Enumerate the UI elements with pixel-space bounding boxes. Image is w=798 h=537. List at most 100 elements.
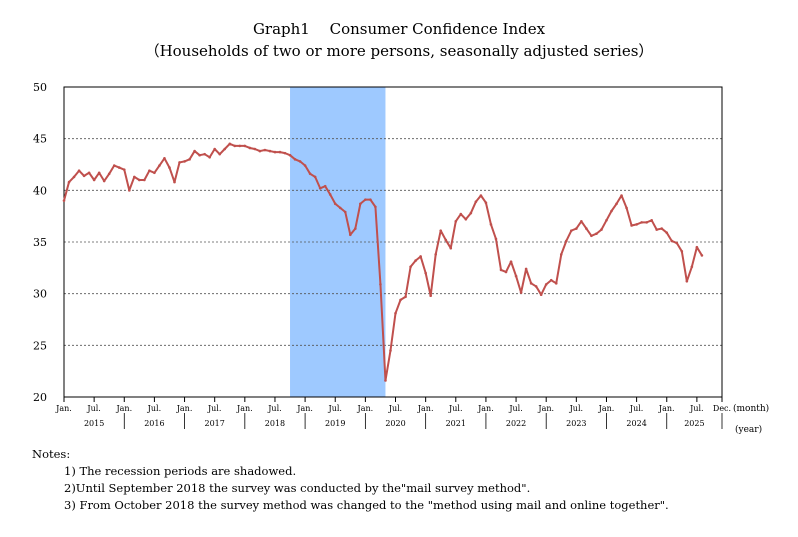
data-point	[549, 278, 553, 282]
data-point	[213, 147, 216, 151]
data-point	[374, 205, 377, 209]
note-2: 2)Until September 2018 the survey was co…	[64, 481, 531, 495]
data-point	[82, 174, 86, 178]
month-tick-label: Jul.	[569, 404, 583, 413]
data-point	[700, 254, 704, 257]
y-tick-label: 50	[33, 81, 47, 94]
data-point	[439, 229, 443, 232]
data-point	[514, 274, 518, 278]
year-label: 2021	[446, 419, 466, 428]
data-point	[504, 270, 508, 274]
data-point	[333, 202, 337, 206]
data-point	[464, 217, 468, 221]
data-point	[539, 293, 543, 297]
data-point	[615, 202, 618, 206]
data-point	[635, 223, 638, 226]
note-1: 1) The recession periods are shadowed.	[64, 464, 297, 478]
data-point	[318, 186, 322, 190]
y-tick-label: 25	[33, 339, 47, 352]
month-tick-label: Jan.	[296, 404, 313, 413]
month-tick-label: Jan.	[537, 404, 554, 413]
data-point	[62, 199, 66, 202]
year-label: 2016	[144, 419, 164, 428]
data-point	[298, 160, 302, 163]
data-point	[223, 147, 227, 151]
year-label: 2023	[566, 419, 586, 428]
month-tick-label: Jul.	[388, 404, 402, 413]
data-point	[695, 245, 699, 249]
data-point	[665, 231, 669, 234]
data-point	[148, 169, 151, 172]
data-point	[127, 189, 131, 192]
data-point	[243, 144, 247, 148]
data-point	[193, 149, 196, 153]
data-point	[349, 233, 352, 237]
data-point	[303, 164, 307, 167]
data-point	[273, 150, 277, 154]
data-point	[323, 184, 327, 188]
data-point	[605, 219, 608, 222]
data-point	[283, 151, 287, 155]
data-point	[620, 194, 623, 197]
data-point	[143, 178, 146, 182]
data-point	[529, 282, 533, 285]
data-point	[102, 179, 106, 183]
data-point	[554, 282, 558, 285]
data-point	[198, 153, 201, 157]
data-point	[625, 206, 628, 210]
data-point	[258, 149, 262, 153]
data-point	[183, 160, 186, 163]
data-point	[122, 168, 126, 171]
data-point	[409, 265, 412, 269]
month-tick-label: Jan.	[417, 404, 434, 413]
data-point	[288, 153, 292, 157]
data-point	[293, 158, 297, 161]
data-point	[92, 178, 96, 182]
y-tick-label: 40	[33, 184, 47, 197]
month-tick-label: Jan.	[477, 404, 494, 413]
data-point	[414, 259, 417, 262]
month-tick-label: Jan.	[658, 404, 675, 413]
data-point	[389, 349, 392, 352]
notes-heading: Notes:	[32, 447, 71, 461]
data-point	[519, 291, 523, 294]
data-point	[72, 175, 76, 179]
data-point	[313, 175, 317, 179]
y-tick-label: 45	[33, 133, 47, 146]
month-tick-label: Jul.	[448, 404, 462, 413]
data-point	[359, 202, 362, 206]
data-point	[524, 267, 528, 271]
data-point	[163, 157, 166, 160]
month-tick-label: Jul.	[689, 404, 703, 413]
month-tick-label: Jul.	[508, 404, 522, 413]
data-point	[253, 147, 257, 151]
data-point	[595, 232, 598, 236]
data-point	[263, 148, 267, 152]
data-point	[354, 227, 357, 230]
data-point	[645, 221, 648, 224]
year-label: 2022	[506, 419, 526, 428]
data-point	[278, 150, 282, 154]
data-point	[630, 224, 633, 227]
data-point	[559, 253, 563, 256]
data-point	[564, 239, 568, 243]
year-label: 2017	[205, 419, 225, 428]
month-tick-label: Jan.	[357, 404, 374, 413]
month-tick-label: Jul.	[328, 404, 342, 413]
data-point	[585, 227, 588, 230]
data-point	[640, 221, 643, 224]
data-point	[107, 172, 111, 176]
data-point	[419, 255, 422, 258]
data-point	[384, 379, 387, 382]
data-point	[338, 206, 342, 210]
data-point	[685, 279, 689, 283]
data-point	[87, 171, 91, 175]
year-label: 2024	[626, 419, 646, 428]
data-point	[117, 166, 121, 169]
year-label: 2020	[385, 419, 405, 428]
month-tick-label: Jan.	[176, 404, 193, 413]
data-point	[158, 164, 161, 167]
data-point	[655, 228, 659, 231]
month-tick-label: Jul.	[629, 404, 643, 413]
month-tick-label: Jul.	[267, 404, 281, 413]
